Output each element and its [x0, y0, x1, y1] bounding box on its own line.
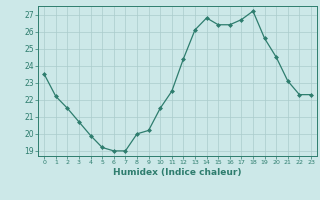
- X-axis label: Humidex (Indice chaleur): Humidex (Indice chaleur): [113, 168, 242, 177]
